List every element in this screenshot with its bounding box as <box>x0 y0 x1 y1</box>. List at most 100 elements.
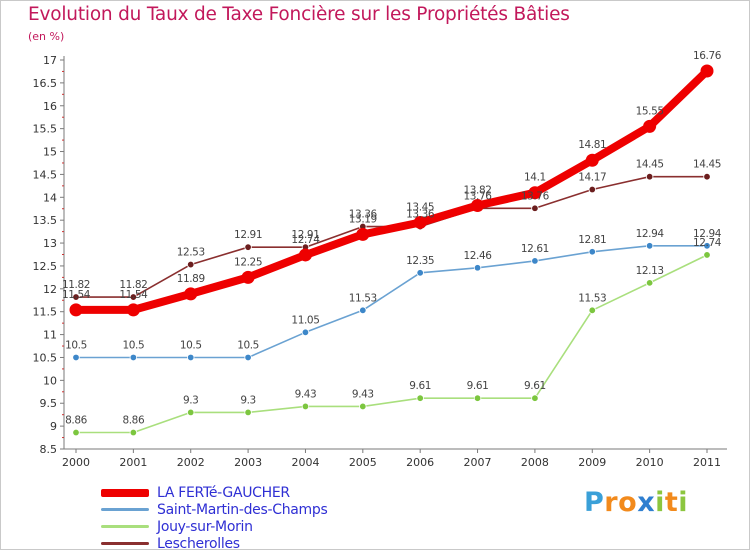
x-tick-label: 2003 <box>234 456 262 469</box>
data-label-0: 15.55 <box>636 105 664 117</box>
legend-label: Saint-Martin-des-Champs <box>157 501 328 518</box>
data-label-1: 12.94 <box>636 228 665 240</box>
data-label-0: 13.19 <box>349 213 377 225</box>
data-label-1: 10.5 <box>65 339 87 351</box>
brand-letter: i <box>678 487 689 518</box>
data-label-3: 14.45 <box>636 159 664 171</box>
series-point-0 <box>471 199 485 213</box>
data-label-1: 11.05 <box>291 314 319 326</box>
data-label-3: 12.53 <box>177 247 205 259</box>
data-label-0: 13.82 <box>464 185 492 197</box>
data-label-0: 14.81 <box>578 139 606 151</box>
series-point-0 <box>241 270 255 284</box>
data-label-3: 13.36 <box>349 209 378 221</box>
data-label-0: 11.54 <box>62 289 91 301</box>
series-point-0 <box>298 248 312 262</box>
series-point-3 <box>703 172 711 181</box>
series-point-3 <box>588 185 596 194</box>
legend-label: Lescherolles <box>157 535 240 552</box>
legend-swatch <box>101 542 149 545</box>
y-tick-label: 14.5 <box>33 168 58 181</box>
series-line-2 <box>75 254 708 434</box>
x-tick-label: 2007 <box>464 456 492 469</box>
series-point-1 <box>703 242 711 250</box>
series-point-1 <box>588 248 596 256</box>
series-point-0 <box>643 119 657 133</box>
series-point-2 <box>72 428 80 437</box>
x-tick-label: 2001 <box>119 456 147 469</box>
legend-item-1: Saint-Martin-des-Champs <box>101 501 328 518</box>
series-point-2 <box>703 251 711 259</box>
data-label-2: 9.61 <box>524 380 546 392</box>
series-point-2 <box>645 279 654 287</box>
series-point-2 <box>187 408 195 417</box>
data-label-3: 13.76 <box>464 190 493 202</box>
series-point-1 <box>244 353 252 362</box>
x-tick-label: 2000 <box>62 456 90 469</box>
data-label-1: 12.61 <box>521 243 549 255</box>
brand-letter: o <box>618 487 638 518</box>
y-tick-label: 14 <box>43 191 57 204</box>
y-tick-label: 13.5 <box>33 214 58 227</box>
data-label-2: 9.61 <box>409 380 431 392</box>
series-point-0 <box>528 186 542 200</box>
legend: LA FERTé-GAUCHER Saint-Martin-des-Champs J… <box>101 484 328 552</box>
series-point-3 <box>645 172 654 181</box>
x-tick-label: 2006 <box>406 456 434 469</box>
data-label-1: 12.35 <box>406 255 434 267</box>
legend-item-3: Lescherolles <box>101 535 327 552</box>
data-label-2: 12.13 <box>636 265 664 277</box>
series-point-2 <box>129 428 138 437</box>
series-point-0 <box>126 303 140 317</box>
data-label-2: 12.74 <box>693 237 722 249</box>
chart-title: Evolution du Taux de Taxe Foncière sur l… <box>28 4 570 25</box>
data-label-1: 12.81 <box>578 234 606 246</box>
series-point-2 <box>359 402 367 411</box>
data-label-1: 10.5 <box>237 339 259 351</box>
y-tick-label: 8.5 <box>40 443 58 456</box>
data-label-0: 14.1 <box>524 172 546 184</box>
y-tick-label: 16 <box>43 100 57 113</box>
data-label-3: 14.17 <box>578 172 606 184</box>
data-label-3: 11.82 <box>119 279 147 291</box>
y-tick-label: 11.5 <box>33 306 58 319</box>
series-point-0 <box>700 64 714 78</box>
y-tick-label: 9 <box>50 420 57 433</box>
y-tick-label: 17 <box>43 54 57 67</box>
data-label-2: 8.86 <box>122 415 144 427</box>
series-point-1 <box>473 264 482 272</box>
y-tick-label: 12 <box>43 283 57 296</box>
data-label-2: 11.53 <box>578 292 606 304</box>
y-tick-label: 15.5 <box>33 123 58 136</box>
series-point-0 <box>585 153 599 167</box>
series-point-0 <box>69 303 83 317</box>
series-point-1 <box>72 353 80 362</box>
y-tick-label: 10 <box>43 374 57 387</box>
brand-logo: Proxiti <box>584 487 688 518</box>
series-point-1 <box>416 269 424 277</box>
series-point-3 <box>244 243 252 251</box>
series-point-0 <box>413 215 427 229</box>
y-tick-label: 12.5 <box>33 260 58 273</box>
x-tick-label: 2011 <box>693 456 721 469</box>
legend-swatch <box>101 488 149 497</box>
legend-item-0: LA FERTé-GAUCHER <box>101 484 327 501</box>
y-tick-label: 16.5 <box>33 77 58 90</box>
data-label-0: 16.76 <box>693 50 722 62</box>
data-label-0: 12.25 <box>234 256 262 268</box>
data-label-0: 11.54 <box>119 289 148 301</box>
x-tick-label: 2005 <box>349 456 377 469</box>
series-point-0 <box>184 287 198 301</box>
data-label-2: 9.61 <box>467 380 489 392</box>
series-point-3 <box>129 293 138 301</box>
data-label-3: 11.82 <box>62 279 90 291</box>
series-line-1 <box>75 245 708 359</box>
legend-label: LA FERTé-GAUCHER <box>157 484 290 501</box>
data-label-1: 12.46 <box>464 250 493 262</box>
series-point-2 <box>473 394 482 402</box>
series-point-1 <box>359 306 367 315</box>
data-label-0: 12.74 <box>291 234 320 246</box>
series-point-1 <box>531 257 539 265</box>
series-point-3 <box>531 204 539 212</box>
